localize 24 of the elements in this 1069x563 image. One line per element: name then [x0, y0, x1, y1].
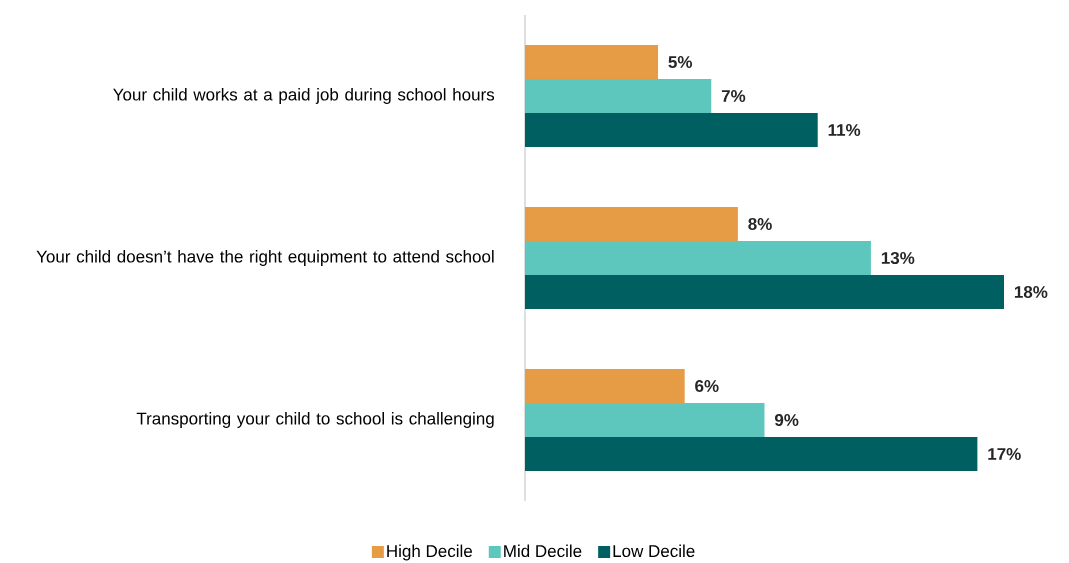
- bar: [525, 274, 1004, 309]
- data-label: 8%: [748, 217, 772, 230]
- bar: [525, 78, 712, 113]
- data-label: 11%: [828, 123, 861, 136]
- legend-label: Mid Decile: [504, 544, 582, 557]
- data-label: 13%: [881, 251, 915, 264]
- data-label: 7%: [721, 89, 746, 102]
- y-tick-label: Your child doesn’t have the right equipment to attend school: [36, 249, 494, 266]
- bar: [525, 112, 818, 147]
- legend-label: Low Decile: [613, 544, 695, 557]
- data-label: 9%: [774, 413, 799, 426]
- bar: [525, 44, 659, 79]
- data-label: 17%: [988, 447, 1021, 460]
- bar: [525, 206, 738, 241]
- bar: [525, 402, 765, 437]
- data-label: 5%: [668, 55, 693, 68]
- y-tick-label: Your child works at a paid job during school hours: [113, 87, 495, 104]
- bar: [525, 240, 871, 275]
- y-tick-label: Transporting your child to school is challenging: [136, 411, 494, 428]
- data-label: 18%: [1014, 285, 1048, 298]
- data-label: 6%: [695, 379, 719, 392]
- legend-label: High Decile: [387, 544, 472, 561]
- bar: [525, 368, 685, 403]
- bar: [525, 436, 978, 471]
